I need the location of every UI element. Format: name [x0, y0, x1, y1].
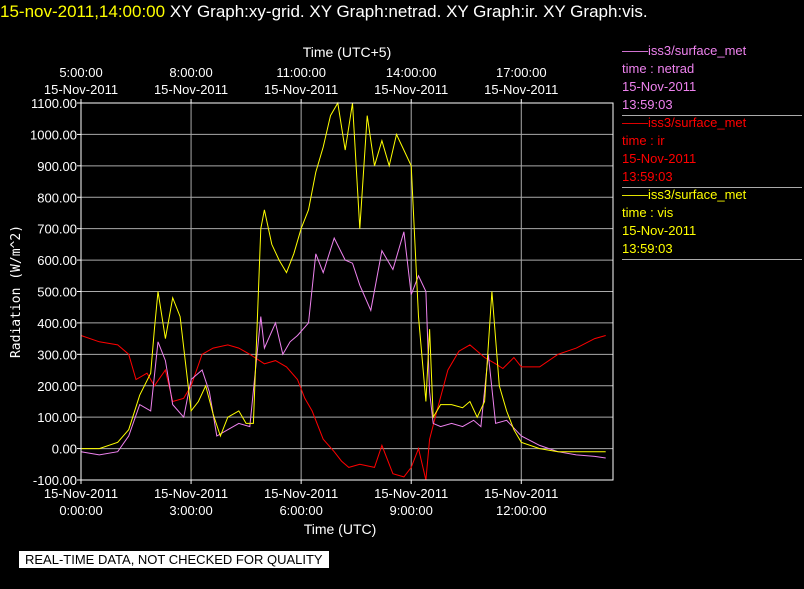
top-tick-time: 11:00:00	[276, 65, 326, 80]
x-tick-date: 15-Nov-2011	[154, 486, 228, 501]
legend-netrad-var: time : netrad	[622, 61, 695, 76]
x-tick-date: 15-Nov-2011	[264, 486, 338, 501]
series-group	[80, 101, 606, 481]
x-tick-date: 15-Nov-2011	[374, 486, 448, 501]
series-line-ir	[80, 335, 606, 481]
y-axis-label: Radiation (W/m^2)	[9, 225, 24, 358]
legend-ir-source: ——iss3/surface_met	[622, 115, 747, 130]
top-tick-date: 15-Nov-2011	[154, 82, 228, 97]
y-tick-label: 300.00	[37, 347, 77, 362]
legend-vis-date: 15-Nov-2011	[622, 223, 697, 238]
legend-netrad-time: 13:59:03	[622, 97, 673, 112]
legend-netrad: ——iss3/surface_met time : netrad 15-Nov-…	[622, 42, 804, 116]
x-tick-time: 9:00:00	[390, 503, 433, 518]
x-tick-time: 0:00:00	[59, 503, 102, 518]
legend-ir-date: 15-Nov-2011	[622, 151, 697, 166]
grid	[80, 102, 613, 481]
header: 15-nov-2011,14:00:00 XY Graph:xy-grid. X…	[0, 2, 648, 22]
y-tick-label: 200.00	[37, 379, 77, 394]
legend-vis-var: time : vis	[622, 205, 674, 220]
top-tick-date: 15-Nov-2011	[484, 82, 558, 97]
legend-ir-var: time : ir	[622, 133, 665, 148]
x-tick-date: 15-Nov-2011	[44, 486, 118, 501]
y-tick-label: 900.00	[37, 159, 77, 174]
series-line-vis	[81, 101, 606, 453]
x-tick-time: 12:00:00	[496, 503, 547, 518]
top-tick-time: 14:00:00	[386, 65, 437, 80]
y-tick-label: 1000.00	[30, 127, 77, 142]
top-tick-date: 15-Nov-2011	[264, 82, 338, 97]
top-axis-label: Time (UTC+5)	[303, 44, 392, 60]
top-tick-time: 8:00:00	[169, 65, 212, 80]
y-tick-label: 1100.00	[31, 96, 77, 111]
top-tick-date: 15-Nov-2011	[44, 82, 118, 97]
legend-separator	[622, 115, 802, 116]
x-tick-time: 3:00:00	[169, 503, 212, 518]
header-graph-list: XY Graph:xy-grid. XY Graph:netrad. XY Gr…	[169, 2, 648, 21]
header-timestamp: 15-nov-2011,14:00:00	[0, 2, 166, 21]
y-tick-label: -100.00	[33, 473, 77, 488]
y-tick-label: 0.00	[52, 442, 77, 457]
legend-vis-time: 13:59:03	[622, 241, 673, 256]
y-tick-label: 600.00	[37, 253, 77, 268]
x-tick-date: 15-Nov-2011	[484, 486, 558, 501]
y-tick-label: 500.00	[37, 285, 77, 300]
y-tick-label: 100.00	[37, 410, 77, 425]
x-tick-time: 6:00:00	[279, 503, 322, 518]
y-tick-label: 400.00	[37, 316, 77, 331]
legend-separator	[622, 187, 802, 188]
legend-netrad-source: ——iss3/surface_met	[622, 43, 747, 58]
legend-netrad-date: 15-Nov-2011	[622, 79, 697, 94]
x-axis-label: Time (UTC)	[304, 521, 377, 537]
top-tick-time: 5:00:00	[59, 65, 102, 80]
y-tick-label: 700.00	[37, 222, 77, 237]
top-tick-date: 15-Nov-2011	[374, 82, 448, 97]
y-tick-label: 800.00	[37, 190, 77, 205]
legend-ir: ——iss3/surface_met time : ir 15-Nov-2011…	[622, 114, 804, 188]
axes: -100.00 0.00 100.00 200.00 300.00 400.00 500.0…	[30, 65, 558, 518]
legend-vis: ——iss3/surface_met time : vis 15-Nov-201…	[622, 186, 804, 260]
top-tick-time: 17:00:00	[496, 65, 547, 80]
series-line-netrad	[80, 231, 606, 459]
legend-ir-time: 13:59:03	[622, 169, 673, 184]
legend-separator	[622, 259, 802, 260]
legend-vis-source: ——iss3/surface_met	[622, 187, 747, 202]
quality-disclaimer: REAL-TIME DATA, NOT CHECKED FOR QUALITY	[19, 551, 329, 568]
